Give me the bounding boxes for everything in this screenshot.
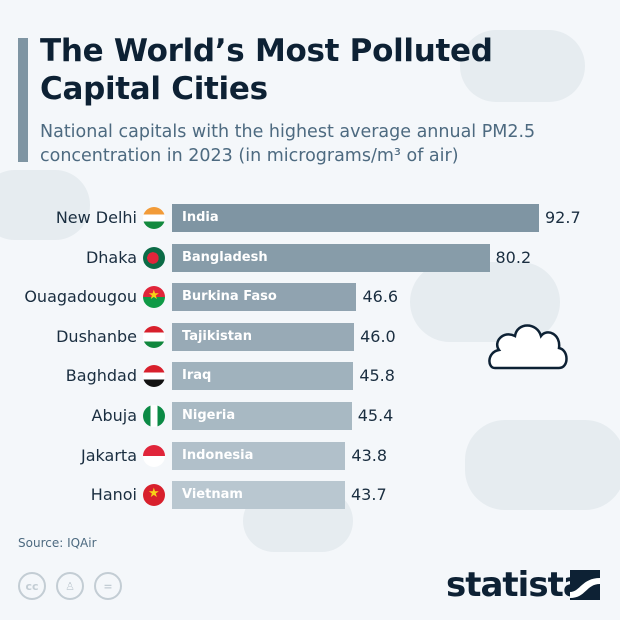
value-label: 43.8 — [351, 445, 388, 465]
bar: Tajikistan — [172, 322, 355, 351]
city-label: Ouagadougou — [24, 287, 137, 307]
bar: Bangladesh — [172, 243, 490, 272]
tajikistan-flag-icon — [143, 325, 165, 348]
source-note: Source: IQAir — [18, 536, 97, 550]
bar: Vietnam — [172, 481, 345, 510]
city-label: Baghdad — [65, 366, 137, 386]
city-label: Hanoi — [90, 485, 137, 505]
value-label: 43.7 — [351, 485, 387, 505]
attribution-icon[interactable]: ♙ — [56, 572, 84, 600]
value-label: 46.6 — [362, 287, 399, 307]
statista-logo[interactable]: statista — [446, 565, 586, 605]
city-label: Jakarta — [81, 445, 137, 465]
country-label: India — [182, 210, 219, 225]
country-label: Bangladesh — [182, 249, 268, 265]
bangladesh-flag-icon — [143, 246, 165, 269]
cloud-outline-icon — [488, 324, 568, 370]
value-label: 45.4 — [357, 406, 394, 425]
vietnam-flag-icon: ★ — [143, 484, 165, 507]
burkina-faso-flag-icon: ★ — [143, 286, 165, 309]
india-flag-icon — [143, 207, 165, 229]
chart-title: The World’s Most Polluted Capital Cities — [40, 33, 493, 107]
city-label: Abuja — [91, 406, 138, 425]
bar: India — [172, 204, 539, 232]
city-label: Dushanbe — [56, 326, 137, 346]
city-label: Dhaka — [85, 247, 137, 267]
statista-logo-mark-icon — [570, 570, 600, 600]
value-label: 92.7 — [545, 208, 581, 227]
value-label: 45.8 — [359, 366, 395, 386]
bar: Iraq — [172, 362, 354, 391]
cc-icon[interactable]: cc — [18, 572, 46, 600]
cloud-decoration — [465, 420, 620, 510]
cloud-decoration — [460, 30, 585, 102]
country-label: Tajikistan — [182, 328, 252, 344]
indonesia-flag-icon — [143, 444, 165, 467]
bar: Indonesia — [172, 441, 346, 470]
nigeria-flag-icon — [143, 405, 165, 427]
country-label: Vietnam — [182, 487, 243, 503]
value-label: 80.2 — [495, 247, 532, 267]
bar: Nigeria — [172, 402, 352, 430]
country-label: Nigeria — [182, 408, 236, 423]
cloud-decoration — [0, 170, 90, 240]
value-label: 46.0 — [360, 326, 396, 346]
title-accent-bar — [18, 38, 28, 162]
bar: Burkina Faso — [172, 283, 357, 312]
iraq-flag-icon — [143, 365, 165, 388]
no-derivatives-icon[interactable]: = — [94, 572, 122, 600]
chart-subtitle: National capitals with the highest avera… — [40, 122, 536, 166]
country-label: Indonesia — [182, 447, 254, 463]
country-label: Iraq — [182, 368, 212, 384]
country-label: Burkina Faso — [182, 289, 277, 305]
city-label: New Delhi — [55, 208, 137, 227]
